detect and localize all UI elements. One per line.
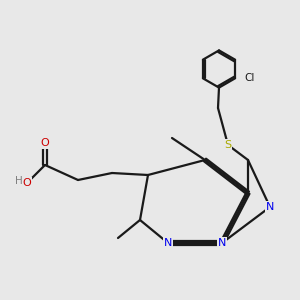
Text: O: O: [22, 178, 32, 188]
Text: S: S: [224, 140, 232, 150]
Text: Cl: Cl: [245, 73, 255, 83]
Text: N: N: [218, 238, 226, 248]
Text: H: H: [15, 176, 22, 187]
Text: O: O: [40, 138, 50, 148]
Text: N: N: [164, 238, 172, 248]
Text: N: N: [266, 202, 274, 212]
